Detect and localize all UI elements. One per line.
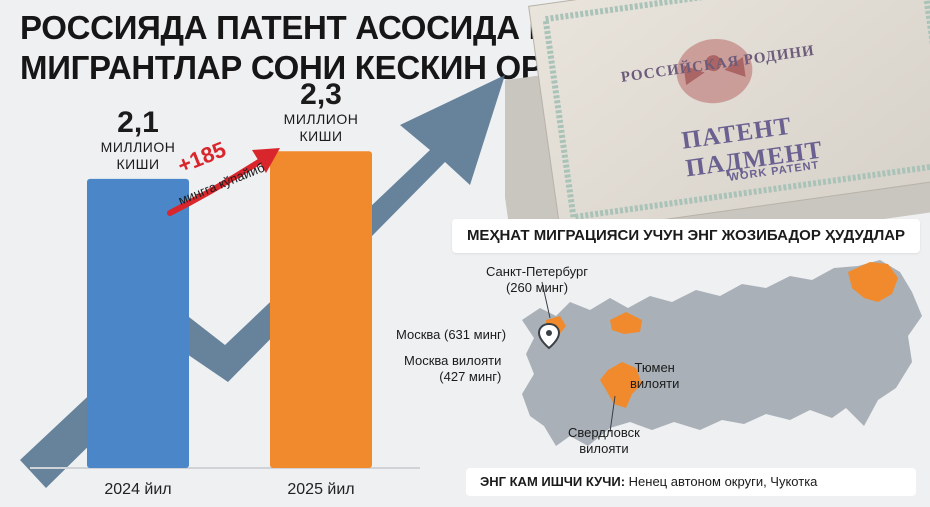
label-spb: Санкт-Петербург (260 минг)	[486, 264, 588, 295]
footer-text: Ненец автоном округи, Чукотка	[625, 474, 818, 489]
growth-arrowhead-icon	[252, 148, 280, 173]
bar-1	[87, 178, 189, 468]
value-label-1: 2,1 МИЛЛИОН КИШИ	[100, 105, 176, 172]
value-label-2: 2,3 МИЛЛИОН КИШИ	[283, 78, 359, 145]
coat-of-arms-icon	[676, 38, 753, 104]
map-footer: ЭНГ КАМ ИШЧИ КУЧИ: Ненец автоном округи,…	[466, 468, 916, 496]
map-pin-icon	[537, 322, 561, 350]
map-title: МЕҲНАТ МИГРАЦИЯСИ УЧУН ЭНГ ЖОЗИБАДОР ҲУД…	[452, 219, 920, 253]
region-northeast	[848, 262, 898, 302]
bar-2	[270, 151, 372, 469]
label-moscow: Москва (631 минг)	[396, 327, 507, 342]
growth-arrow-icon	[167, 157, 265, 216]
label-tyumen: Тюмен вилояти	[630, 360, 680, 391]
label-sverdlovsk: Свердловск вилояти	[568, 425, 640, 456]
label-moscow-region: Москва вилояти (427 минг)	[404, 353, 502, 384]
category-label-1: 2024 йил	[104, 481, 172, 498]
region-north	[610, 312, 642, 334]
russia-map	[522, 260, 922, 446]
patent-document-illustration	[505, 0, 930, 225]
category-label-2: 2025 йил	[287, 481, 355, 498]
footer-label: ЭНГ КАМ ИШЧИ КУЧИ:	[480, 474, 626, 489]
region-tyumen-sverdlovsk	[600, 362, 642, 408]
